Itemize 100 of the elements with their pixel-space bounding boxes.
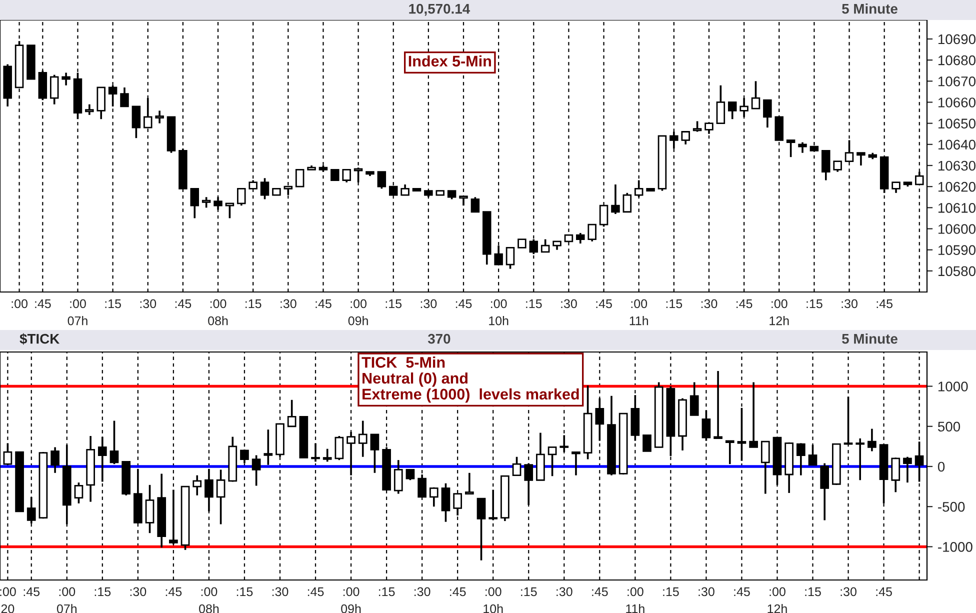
x-tick-label: :30 (272, 587, 288, 596)
candlestick (441, 482, 450, 523)
annotation: TICK 5-Min Neutral (0) and Extreme (1000) levels marked (362, 356, 579, 403)
candlestick (260, 177, 270, 200)
candlestick (237, 188, 246, 206)
x-tick-label: :30 (701, 299, 718, 308)
candlestick (216, 468, 226, 526)
candlestick (760, 440, 770, 495)
x-tick-label: :45 (308, 587, 324, 596)
candlestick (342, 168, 351, 184)
candlestick (192, 474, 202, 496)
candlestick (358, 420, 368, 458)
x-tick-label: :45 (456, 299, 472, 308)
x-tick-label: :15 (386, 299, 402, 308)
x-tick-label: :15 (663, 587, 679, 596)
x-tick-label: :00 09h (348, 299, 368, 326)
text: 10,570.14 (409, 4, 470, 16)
x-tick-label: :00 12h (770, 299, 789, 326)
candlestick (464, 472, 474, 495)
x-tick-label: :00 11h (626, 587, 644, 613)
text: 5 Minute (842, 4, 898, 14)
x-tick-label: :45 (175, 299, 192, 308)
x-tick-label: :15 (105, 299, 121, 308)
x-tick-label: :00 (12, 299, 28, 308)
x-tick-label: :15 (246, 299, 262, 308)
y-tick-label: -1000 (938, 542, 972, 552)
x-tick-label: :45 (736, 299, 752, 308)
candlestick (400, 184, 410, 196)
x-tick-label: :45 (876, 299, 892, 308)
x-tick-label: :45 (592, 587, 608, 596)
candlestick (786, 139, 796, 158)
x-tick-label: :45 (166, 587, 182, 596)
candlestick (798, 141, 807, 154)
candlestick (476, 498, 486, 562)
candlestick (763, 99, 772, 128)
candlestick (796, 442, 806, 476)
candlestick (155, 110, 164, 124)
x-tick-label: :15 (521, 587, 537, 596)
candlestick (334, 435, 344, 461)
x-tick-label: :45 (450, 587, 466, 596)
candlestick (868, 428, 876, 452)
candlestick (330, 169, 340, 181)
candlestick (96, 86, 106, 120)
x-tick-label: :30 (414, 587, 430, 596)
candlestick (459, 196, 468, 206)
y-tick-label: 10630 (938, 160, 976, 171)
candlestick (540, 238, 550, 253)
y-tick-label: 10580 (938, 266, 976, 276)
candlestick (85, 103, 94, 116)
x-tick-label: :00 07h (56, 587, 77, 613)
candlestick (50, 446, 60, 474)
x-tick-label: :45 (596, 299, 612, 308)
x-tick-label: :30 (842, 299, 858, 308)
y-tick-label: -500 (938, 502, 965, 512)
y-tick-label: 10590 (938, 245, 976, 255)
x-tick-label: :45 (734, 587, 750, 596)
y-tick-label: 10660 (938, 98, 976, 108)
candlestick (681, 130, 690, 146)
y-tick-label: 10640 (938, 140, 976, 150)
candlestick (856, 438, 865, 482)
candlestick (3, 442, 12, 466)
x-tick-label: :15 (806, 299, 822, 308)
candlestick (287, 398, 296, 428)
y-tick-label: 0 (938, 462, 945, 472)
candlestick (903, 456, 912, 484)
x-tick-label: :15 (805, 587, 821, 596)
candlestick (622, 192, 632, 213)
candlestick (145, 484, 154, 534)
x-tick-label: :15 (526, 299, 542, 308)
candlestick (377, 170, 386, 190)
candlestick (692, 120, 702, 133)
x-tick-label: :45 (35, 299, 51, 308)
candlestick (264, 428, 273, 466)
candlestick (822, 150, 830, 182)
annotation: Index 5-Min (408, 55, 491, 67)
candlestick (611, 184, 620, 215)
candlestick (322, 448, 332, 463)
y-tick-label: 10690 (938, 34, 976, 44)
x-tick-label: :45 (316, 299, 332, 308)
candlestick (548, 446, 557, 478)
chart-title: $TICK (20, 333, 60, 345)
x-tick-label: :30 (130, 587, 146, 596)
candlestick (252, 454, 261, 487)
candlestick (225, 202, 234, 220)
candlestick (714, 370, 722, 439)
y-tick-label: 10610 (938, 202, 976, 213)
x-tick-label: :00 20 (0, 587, 16, 613)
candlestick (190, 188, 200, 220)
y-tick-label: 10600 (938, 224, 976, 234)
text: 5 Minute (842, 334, 898, 344)
candlestick (110, 420, 119, 465)
x-tick-label: :00 07h (68, 299, 88, 326)
candlestick (833, 160, 842, 173)
y-tick-label: 10680 (938, 55, 976, 66)
candlestick (506, 246, 515, 270)
x-tick-label: :00 12h (768, 587, 787, 613)
x-tick-label: :00 11h (630, 299, 648, 326)
x-tick-label: :00 09h (341, 587, 361, 613)
candlestick (728, 101, 737, 120)
x-tick-label: :15 (94, 587, 111, 596)
